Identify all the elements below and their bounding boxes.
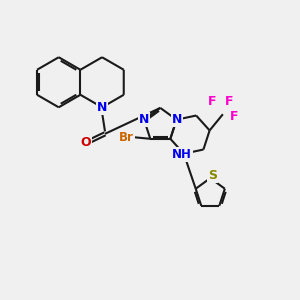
Text: NH: NH [172,148,192,161]
Text: N: N [97,101,107,114]
Text: F: F [230,110,238,123]
Text: N: N [172,113,182,126]
Text: O: O [80,136,91,149]
Text: Br: Br [119,131,134,144]
Text: F: F [208,95,217,108]
Text: S: S [208,169,217,182]
Text: F: F [225,95,234,108]
Text: N: N [139,112,149,126]
